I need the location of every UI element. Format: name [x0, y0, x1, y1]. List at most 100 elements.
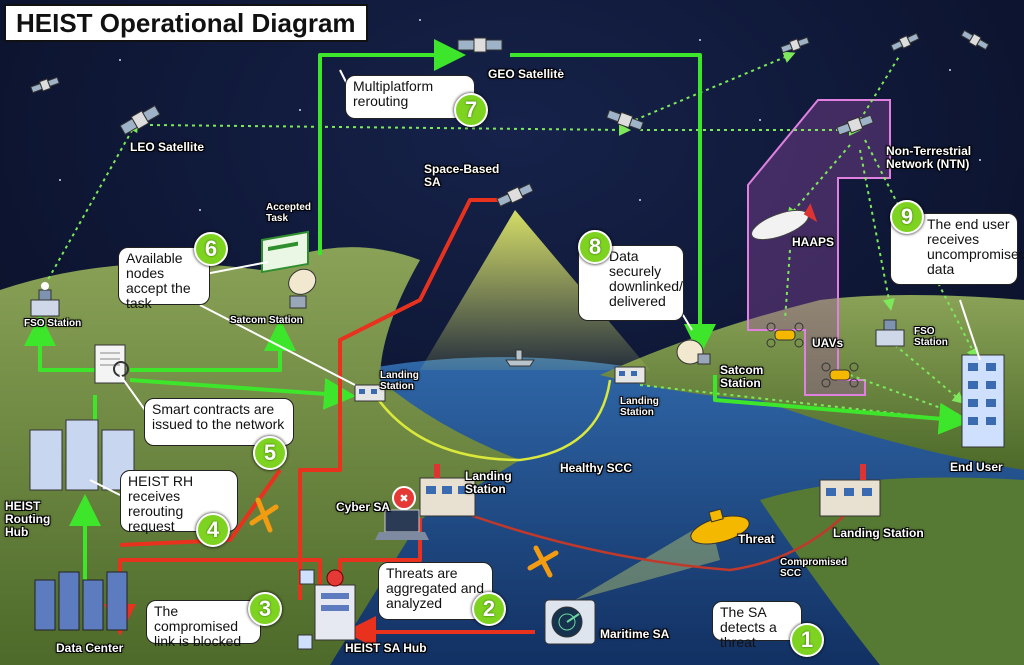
satellite-icon — [890, 32, 920, 52]
badge-step1: 1 — [790, 623, 824, 657]
path-rh-request — [119, 468, 282, 547]
building-icon — [961, 354, 1005, 448]
label-end-user: End User — [950, 460, 1003, 474]
pointer-step4 — [89, 479, 121, 496]
dish-icon — [288, 268, 317, 309]
alarm-icon — [326, 569, 344, 587]
label-data-center: Data Center — [56, 641, 124, 655]
label-satcom-station-right: Satcom Station — [720, 363, 764, 390]
sa-beam — [420, 210, 650, 370]
badge-step8: 8 — [578, 230, 612, 264]
label-landing-station-3: Landing Station — [465, 469, 512, 496]
fso-station-icon — [30, 282, 60, 317]
label-satcom-station-left: Satcom Station — [230, 315, 303, 326]
path-contract-landing — [129, 377, 356, 410]
callout-step5: Smart contracts are issued to the networ… — [144, 398, 294, 446]
label-healthy-scc: Healthy SCC — [560, 461, 633, 475]
callout-step9: The end user receives uncompromised data — [890, 213, 1024, 285]
cube-icon — [297, 634, 313, 650]
path-contract-fso — [24, 314, 108, 372]
task-window-icon — [261, 230, 309, 274]
server-icon — [29, 419, 135, 491]
building-icon — [419, 464, 476, 517]
uav-icon — [766, 322, 804, 348]
radar-icon — [544, 599, 596, 645]
label-space-based-sa: Space-Based SA — [424, 162, 500, 189]
badge-step5: 5 — [253, 436, 287, 470]
airship-icon — [751, 203, 818, 241]
submarine-icon — [690, 508, 750, 545]
label-maritime-sa: Maritime SA — [600, 627, 670, 641]
building-icon — [354, 384, 386, 402]
shield-icon: ✖ — [392, 486, 416, 510]
page-title: HEIST Operational Diagram — [4, 4, 368, 42]
compromised-scc-cable — [469, 509, 851, 572]
satellite-icon — [457, 37, 503, 53]
satellite-icon — [606, 109, 644, 131]
badge-step6: 6 — [194, 232, 228, 266]
dish-icon — [676, 339, 711, 365]
path-satcom-geo — [318, 39, 466, 255]
label-geo-satellite: GEO Satellite — [488, 67, 565, 81]
label-leo-satellite: LEO Satellite — [130, 140, 205, 154]
cube-icon — [299, 569, 315, 585]
satellite-icon — [836, 114, 874, 136]
badge-step9: 9 — [890, 200, 924, 234]
path-satcom-enduser — [713, 375, 971, 435]
badge-step3: 3 — [248, 592, 282, 626]
ship-icon — [505, 349, 535, 367]
contract-icon — [94, 344, 129, 384]
callout-step6: Available nodes accept the task — [118, 247, 210, 311]
building-icon — [614, 366, 646, 384]
pointer-step5 — [119, 374, 146, 411]
link-uav-enduser — [849, 374, 961, 416]
healthy-scc-cable — [373, 379, 612, 462]
land-bottom-right — [760, 477, 1024, 665]
ntn-region — [747, 99, 891, 396]
fso-station-icon — [875, 319, 905, 347]
link-ntn-fso — [859, 149, 895, 311]
server-icon — [314, 584, 356, 641]
badge-step2: 2 — [472, 592, 506, 626]
path-geo-satcom — [510, 53, 716, 356]
link-fso-enduser — [894, 344, 965, 404]
label-fso-station-left: FSO Station — [24, 318, 82, 329]
link-haaps-uav — [784, 249, 791, 321]
label-landing-station-2: Landing Station — [620, 396, 659, 418]
pointer-step9 — [959, 299, 981, 361]
server-icon — [34, 571, 128, 631]
callout-step1: The SA detects a threat — [712, 601, 802, 650]
callout-step3: The compromised link is blocked — [146, 600, 261, 649]
callout-step7: Multiplatform rerouting — [345, 75, 475, 119]
label-landing-station-4: Landing Station — [833, 526, 924, 540]
badge-step4: 4 — [196, 513, 230, 547]
blocked-x-2b — [527, 550, 559, 571]
label-uavs: UAVs — [812, 336, 844, 350]
label-haaps: HAAPS — [792, 235, 835, 249]
pointer-step6 — [199, 304, 356, 386]
building-icon — [819, 464, 881, 517]
link-leo-relay — [149, 123, 631, 136]
uav-icon — [821, 362, 859, 388]
label-heist-routing-hub: HEIST Routing Hub — [5, 499, 51, 539]
pointer-step6b — [199, 261, 269, 276]
path-sahub-spacesa — [298, 198, 505, 600]
link-fso-leo — [44, 119, 138, 286]
link-ntn-sat — [859, 54, 901, 121]
label-landing-station-1: Landing Station — [380, 370, 419, 392]
label-threat: Threat — [738, 532, 775, 546]
satellite-icon — [780, 36, 810, 54]
badge-step7: 7 — [454, 93, 488, 127]
satellite-icon — [30, 76, 60, 94]
blocked-x-1b — [249, 504, 279, 526]
laptop-icon — [375, 509, 429, 540]
label-fso-station-right: FSO Station — [914, 326, 948, 348]
label-ntn: Non-Terrestrial Network (NTN) — [886, 144, 972, 171]
satellite-icon — [119, 104, 161, 136]
link-ntn-haaps — [786, 144, 851, 220]
satellite-icon — [960, 29, 990, 51]
link-relay-sat — [634, 51, 796, 121]
label-cyber-sa: Cyber SA — [336, 500, 391, 514]
label-heist-sa-hub: HEIST SA Hub — [345, 641, 427, 655]
